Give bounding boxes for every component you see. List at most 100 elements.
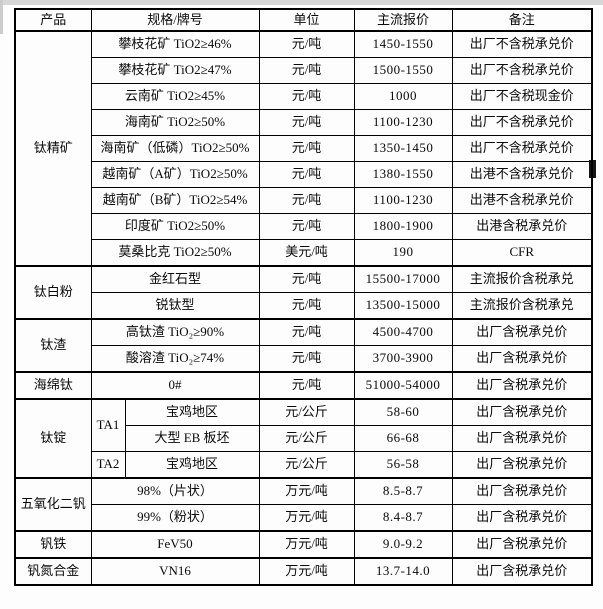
note-cell: 出厂不含税承兑价 bbox=[451, 30, 593, 58]
product-cell: 钛锭 bbox=[14, 398, 92, 479]
unit-cell: 元/吨 bbox=[258, 83, 355, 110]
spec-cell: 海南矿（低磷）TiO2≥50% bbox=[90, 135, 260, 162]
note-cell: 出港含税承兑价 bbox=[451, 213, 593, 240]
note-cell: 出厂含税承兑价 bbox=[451, 345, 593, 373]
spec-cell: 海南矿 TiO2≥50% bbox=[90, 109, 260, 136]
note-cell: 出厂含税承兑价 bbox=[451, 398, 593, 426]
note-cell: 出厂不含税承兑价 bbox=[451, 57, 593, 84]
price-cell: 13500-15000 bbox=[353, 292, 453, 320]
unit-cell: 万元/吨 bbox=[258, 477, 355, 505]
table-row: 越南矿（A矿）TiO2≥50% 元/吨 1380-1550 出港不含税承兑价 bbox=[15, 161, 593, 188]
spec-cell: 攀枝花矿 TiO2≥47% bbox=[90, 57, 260, 84]
spec-cell: 酸溶渣 TiO₂≥74% bbox=[90, 345, 260, 373]
table-row: 越南矿（B矿）TiO2≥54% 元/吨 1100-1230 出港不含税承兑价 bbox=[15, 187, 593, 214]
note-cell: 出厂含税承兑价 bbox=[451, 477, 593, 505]
product-cell: 钒铁 bbox=[14, 530, 92, 559]
price-cell: 56-58 bbox=[353, 451, 453, 479]
table-row: 钛锭 TA1 宝鸡地区 元/公斤 58-60 出厂含税承兑价 bbox=[14, 398, 593, 479]
header-note: 备注 bbox=[451, 8, 593, 32]
note-cell: 主流报价含税承兑 bbox=[451, 265, 593, 293]
price-cell: 1350-1450 bbox=[353, 135, 453, 162]
spec-cell: 金红石型 bbox=[90, 265, 260, 293]
page-top-edge-decoration bbox=[0, 0, 603, 5]
table-row: 海绵钛 0# 元/吨 51000-54000 出厂含税承兑价 bbox=[14, 371, 593, 400]
note-cell: 出厂含税承兑价 bbox=[451, 371, 593, 400]
unit-cell: 元/吨 bbox=[258, 371, 355, 400]
page-left-edge-decoration bbox=[0, 0, 3, 34]
price-table: 产品 规格/牌号 单位 主流报价 备注 钛精矿 攀枝花矿 TiO2≥46% 元/… bbox=[14, 8, 593, 586]
price-cell: 9.0-9.2 bbox=[353, 530, 453, 559]
table-row: 钛精矿 攀枝花矿 TiO2≥46% 元/吨 1450-1550 出厂不含税承兑价 bbox=[14, 30, 593, 267]
price-cell: 1100-1230 bbox=[353, 109, 453, 136]
table-row: 大型 EB 板坯 元/公斤 66-68 出厂含税承兑价 bbox=[15, 425, 593, 452]
header-product: 产品 bbox=[14, 8, 92, 32]
price-cell: 1500-1550 bbox=[353, 57, 453, 84]
table-row: 钛白粉 金红石型 元/吨 15500-17000 主流报价含税承兑 bbox=[14, 265, 593, 320]
spec-cell: 云南矿 TiO2≥45% bbox=[90, 83, 260, 110]
unit-cell: 元/吨 bbox=[258, 265, 355, 293]
product-cell: 钒氮合金 bbox=[14, 557, 92, 586]
unit-cell: 美元/吨 bbox=[258, 239, 355, 267]
note-cell: 出厂含税承兑价 bbox=[451, 504, 593, 532]
note-cell: 出港不含税承兑价 bbox=[451, 187, 593, 214]
grade-cell: TA1 bbox=[90, 398, 126, 452]
header-spec: 规格/牌号 bbox=[90, 8, 260, 32]
product-cell: 钛精矿 bbox=[14, 30, 92, 267]
price-cell: 1450-1550 bbox=[353, 30, 453, 58]
spec-cell: 大型 EB 板坯 bbox=[124, 425, 260, 452]
table-row: 攀枝花矿 TiO2≥47% 元/吨 1500-1550 出厂不含税承兑价 bbox=[15, 57, 593, 84]
note-cell: 出厂不含税承兑价 bbox=[451, 135, 593, 162]
price-cell: 1800-1900 bbox=[353, 213, 453, 240]
spec-cell: 高钛渣 TiO₂≥90% bbox=[90, 318, 260, 346]
note-cell: 出厂含税承兑价 bbox=[451, 530, 593, 559]
unit-cell: 元/吨 bbox=[258, 161, 355, 188]
spec-cell: 宝鸡地区 bbox=[124, 398, 260, 426]
note-cell: 出厂含税承兑价 bbox=[451, 318, 593, 346]
spec-cell: 越南矿（A矿）TiO2≥50% bbox=[90, 161, 260, 188]
table-row: 莫桑比克 TiO2≥50% 美元/吨 190 CFR bbox=[15, 239, 593, 267]
note-cell: 出厂不含税现金价 bbox=[451, 83, 593, 110]
table-row: TA2 宝鸡地区 元/公斤 56-58 出厂含税承兑价 bbox=[15, 451, 593, 479]
unit-cell: 元/吨 bbox=[258, 187, 355, 214]
unit-cell: 元/公斤 bbox=[258, 398, 355, 426]
unit-cell: 万元/吨 bbox=[258, 557, 355, 586]
table-row: 酸溶渣 TiO₂≥74% 元/吨 3700-3900 出厂含税承兑价 bbox=[15, 345, 593, 373]
unit-cell: 万元/吨 bbox=[258, 530, 355, 559]
unit-cell: 元/吨 bbox=[258, 57, 355, 84]
product-cell: 钛渣 bbox=[14, 318, 92, 373]
unit-cell: 元/吨 bbox=[258, 30, 355, 58]
spec-cell: 莫桑比克 TiO2≥50% bbox=[90, 239, 260, 267]
price-cell: 1000 bbox=[353, 83, 453, 110]
note-cell: 出厂含税承兑价 bbox=[451, 451, 593, 479]
note-cell: 出厂含税承兑价 bbox=[451, 425, 593, 452]
product-cell: 钛白粉 bbox=[14, 265, 92, 320]
spec-cell: 印度矿 TiO2≥50% bbox=[90, 213, 260, 240]
header-price: 主流报价 bbox=[353, 8, 453, 32]
header-row: 产品 规格/牌号 单位 主流报价 备注 bbox=[14, 8, 593, 32]
price-cell: 4500-4700 bbox=[353, 318, 453, 346]
unit-cell: 元/吨 bbox=[258, 109, 355, 136]
price-cell: 13.7-14.0 bbox=[353, 557, 453, 586]
table-row: 云南矿 TiO2≥45% 元/吨 1000 出厂不含税现金价 bbox=[15, 83, 593, 110]
product-cell: 海绵钛 bbox=[14, 371, 92, 400]
spec-cell: 宝鸡地区 bbox=[124, 451, 260, 479]
unit-cell: 元/吨 bbox=[258, 135, 355, 162]
table-row: 99%（粉状） 万元/吨 8.4-8.7 出厂含税承兑价 bbox=[15, 504, 593, 532]
unit-cell: 元/吨 bbox=[258, 345, 355, 373]
table-row: 锐钛型 元/吨 13500-15000 主流报价含税承兑 bbox=[15, 292, 593, 320]
spec-cell: FeV50 bbox=[90, 530, 260, 559]
price-cell: 66-68 bbox=[353, 425, 453, 452]
unit-cell: 元/吨 bbox=[258, 292, 355, 320]
product-cell: 五氧化二钒 bbox=[14, 477, 92, 532]
note-cell: 出厂含税承兑价 bbox=[451, 557, 593, 586]
price-cell: 8.4-8.7 bbox=[353, 504, 453, 532]
note-cell: CFR bbox=[451, 239, 593, 267]
grade-cell: TA2 bbox=[90, 451, 126, 479]
table-row: 钒铁 FeV50 万元/吨 9.0-9.2 出厂含税承兑价 bbox=[14, 530, 593, 559]
table-row: 海南矿 TiO2≥50% 元/吨 1100-1230 出厂不含税承兑价 bbox=[15, 109, 593, 136]
spec-cell: 锐钛型 bbox=[90, 292, 260, 320]
unit-cell: 元/公斤 bbox=[258, 425, 355, 452]
spec-cell: VN16 bbox=[90, 557, 260, 586]
unit-cell: 万元/吨 bbox=[258, 504, 355, 532]
